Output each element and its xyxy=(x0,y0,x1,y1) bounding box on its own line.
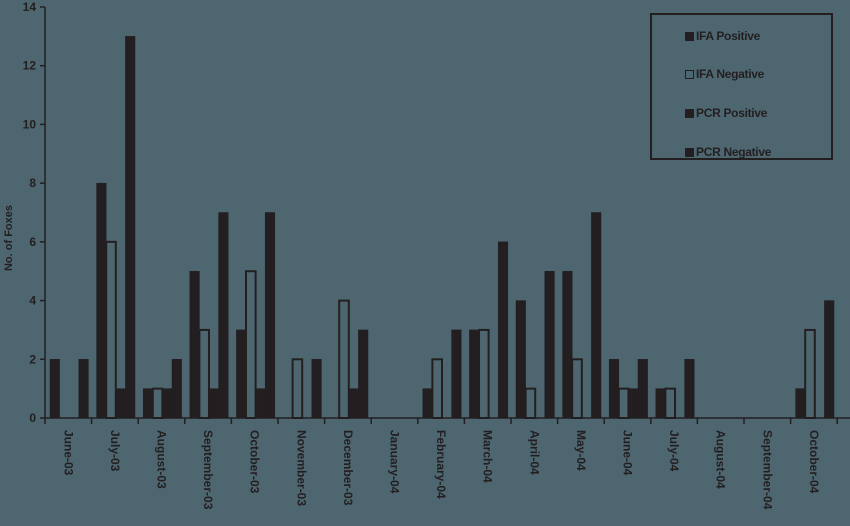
bar-pcr-negative xyxy=(264,212,276,419)
bar-ifa-negative xyxy=(291,358,304,419)
bar-ifa-positive xyxy=(49,359,60,419)
x-tick-label: October-03 xyxy=(248,430,262,494)
bar-ifa-positive xyxy=(189,270,200,419)
x-tick-label: March-04 xyxy=(481,430,495,483)
bar-pcr-negative xyxy=(218,212,229,419)
legend-swatch-hollow xyxy=(685,69,694,79)
y-tick-label: 12 xyxy=(23,59,37,73)
legend-label: IFA Negative xyxy=(696,67,764,81)
x-tick-label: December-03 xyxy=(341,430,355,506)
y-tick-label: 14 xyxy=(23,0,37,14)
x-tick-label: September-04 xyxy=(760,430,774,510)
bar-ifa-negative xyxy=(245,270,257,420)
bar-ifa-negative xyxy=(478,328,490,419)
x-tick-label: June-04 xyxy=(621,430,635,476)
bar-pcr-negative xyxy=(591,212,602,419)
bar-ifa-positive xyxy=(142,388,154,419)
bar-ifa-positive xyxy=(795,388,806,419)
bar-pcr-positive xyxy=(115,388,126,419)
x-tick-label: September-03 xyxy=(201,430,215,510)
bar-pcr-positive xyxy=(208,388,219,419)
x-tick-label: August-04 xyxy=(714,430,728,489)
bar-pcr-positive xyxy=(162,388,173,419)
x-tick-label: October-04 xyxy=(807,430,821,494)
legend-swatch-filled xyxy=(685,31,694,41)
bar-ifa-negative xyxy=(151,387,164,419)
bar-pcr-negative xyxy=(78,359,89,419)
x-tick-label: July-04 xyxy=(667,430,681,472)
bar-ifa-negative xyxy=(198,328,210,419)
bar-ifa-negative xyxy=(524,387,537,419)
bar-pcr-negative xyxy=(358,329,369,419)
bar-ifa-positive xyxy=(236,329,247,419)
bar-ifa-negative xyxy=(338,299,350,420)
y-tick-label: 8 xyxy=(29,176,36,190)
x-tick-label: April-04 xyxy=(527,430,541,475)
legend-label: PCR Negative xyxy=(696,145,772,159)
bar-pcr-positive xyxy=(255,388,266,419)
bar-ifa-positive xyxy=(608,359,620,419)
bar-ifa-negative xyxy=(105,240,117,419)
bar-ifa-negative xyxy=(804,328,816,419)
bar-pcr-positive xyxy=(348,388,359,419)
y-tick-label: 2 xyxy=(29,352,36,366)
bar-pcr-negative xyxy=(684,359,695,419)
bar-pcr-negative xyxy=(637,359,648,419)
y-tick-label: 6 xyxy=(29,235,36,249)
axes-group: June-03 July-03 August-03 September-03 Octob… xyxy=(23,0,850,510)
bar-pcr-negative xyxy=(544,270,555,419)
bar-pcr-negative xyxy=(451,329,462,419)
legend-item-ifa-negative: IFA Negative xyxy=(685,67,764,81)
bar-ifa-positive xyxy=(562,270,573,419)
bar-ifa-negative xyxy=(571,358,583,419)
bar-pcr-negative xyxy=(125,36,136,419)
y-tick-label: 0 xyxy=(29,411,36,425)
bar-pcr-negative xyxy=(171,359,182,419)
bar-pcr-negative xyxy=(497,241,509,419)
bar-ifa-negative xyxy=(431,358,443,419)
legend: IFA Positive IFA Negative PCR Positive P… xyxy=(650,13,833,160)
legend-label: PCR Positive xyxy=(696,106,768,120)
bar-pcr-negative xyxy=(824,300,835,419)
legend-swatch-filled xyxy=(685,108,694,118)
x-tick-label: June-03 xyxy=(61,430,75,476)
bar-ifa-negative xyxy=(664,387,677,419)
bar-ifa-positive xyxy=(655,388,666,419)
legend-item-pcr-positive: PCR Positive xyxy=(685,106,767,120)
x-tick-label: November-03 xyxy=(294,430,308,506)
legend-swatch-filled xyxy=(685,147,694,157)
bar-ifa-negative xyxy=(617,387,630,419)
legend-item-ifa-positive: IFA Positive xyxy=(685,29,760,43)
x-tick-label: May-04 xyxy=(574,430,588,471)
x-tick-label: January-04 xyxy=(388,430,402,494)
bar-ifa-positive xyxy=(515,300,526,419)
x-tick-label: July-03 xyxy=(108,430,122,472)
bar-pcr-negative xyxy=(311,359,322,419)
legend-label: IFA Positive xyxy=(696,29,760,43)
x-tick-label: February-04 xyxy=(434,430,448,499)
bar-pcr-positive xyxy=(628,388,639,419)
y-tick-label: 10 xyxy=(23,117,37,131)
legend-item-pcr-negative: PCR Negative xyxy=(685,145,771,159)
y-tick-label: 4 xyxy=(29,294,36,308)
bar-ifa-positive xyxy=(469,329,480,419)
x-tick-label: August-03 xyxy=(155,430,169,489)
bar-ifa-positive xyxy=(422,388,433,419)
y-axis-label: No. of Foxes xyxy=(3,205,15,272)
bar-ifa-positive xyxy=(96,182,107,419)
